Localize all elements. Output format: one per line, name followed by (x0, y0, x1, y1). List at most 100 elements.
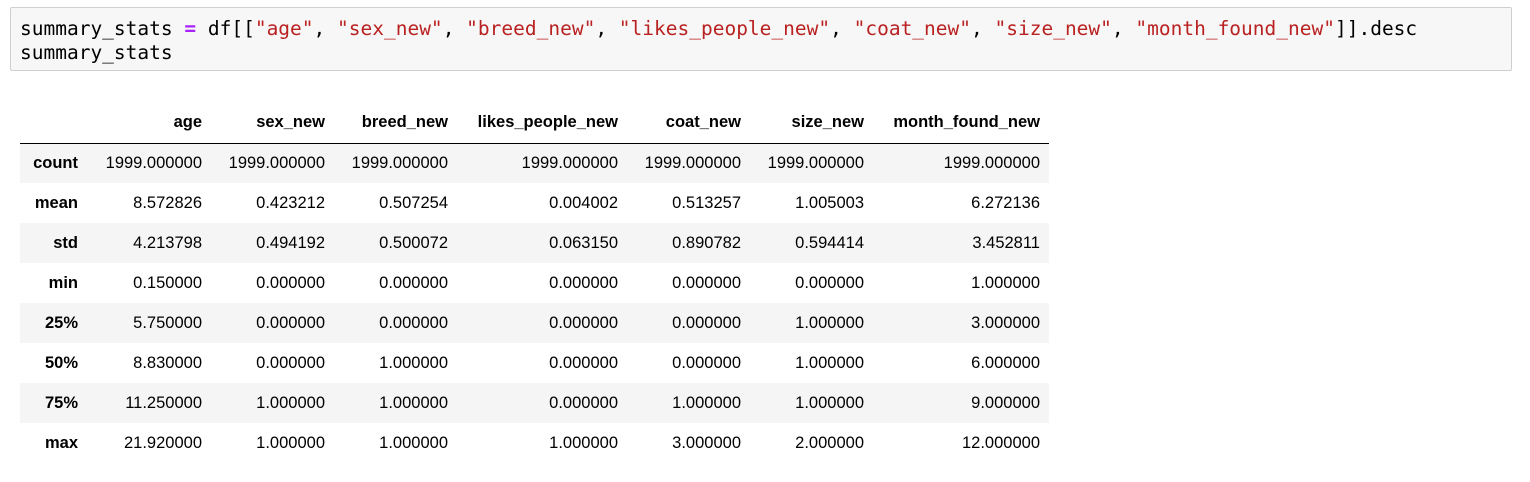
code-separator: , (595, 17, 619, 40)
table-cell: 0.000000 (549, 353, 618, 372)
table-header-row: age sex_new breed_new likes_people_new c… (20, 103, 1049, 144)
table-row: min 0.150000 0.000000 0.000000 0.000000 … (20, 263, 1049, 303)
table-cell: 3.000000 (672, 433, 741, 452)
row-label: 50% (44, 353, 78, 372)
table-cell: 6.000000 (971, 353, 1040, 372)
table-cell: 1.000000 (795, 393, 864, 412)
table-cell: 1.000000 (795, 313, 864, 332)
code-separator: , (442, 17, 467, 40)
code-call-suffix: ]].desc (1334, 17, 1418, 40)
table-row: 50% 8.830000 0.000000 1.000000 0.000000 … (20, 343, 1049, 383)
table-cell: 1.005003 (795, 193, 864, 212)
table-cell: 9.000000 (971, 393, 1040, 412)
table-cell: 0.000000 (549, 273, 618, 292)
table-cell: 1.000000 (549, 433, 618, 452)
code-line-1: summary_stats = df[["age", "sex_new", "b… (20, 17, 1417, 41)
table-cell: 0.063150 (549, 233, 618, 252)
code-separator: , (1111, 17, 1136, 40)
table-cell: 0.507254 (379, 193, 448, 212)
code-call-prefix: df[[ (196, 17, 255, 40)
table-row: mean 8.572826 0.423212 0.507254 0.004002… (20, 183, 1049, 223)
table-cell: 2.000000 (795, 433, 864, 452)
column-header: age (87, 103, 211, 144)
table-cell: 1999.000000 (521, 153, 618, 172)
row-label: mean (34, 193, 78, 212)
column-header: breed_new (334, 103, 457, 144)
table-cell: 8.572826 (133, 193, 202, 212)
table-cell: 0.000000 (795, 273, 864, 292)
table-cell: 8.830000 (133, 353, 202, 372)
table-cell: 0.594414 (795, 233, 864, 252)
code-line-2: summary_stats (20, 41, 173, 64)
code-string-month-found-new: "month_found_new" (1135, 17, 1335, 40)
table-cell: 0.423212 (256, 193, 325, 212)
table-cell: 6.272136 (971, 193, 1040, 212)
table-row: count 1999.000000 1999.000000 1999.00000… (20, 143, 1049, 183)
code-string-age: "age" (254, 17, 314, 40)
table-row: std 4.213798 0.494192 0.500072 0.063150 … (20, 223, 1049, 263)
column-header: month_found_new (873, 103, 1049, 144)
table-cell: 1.000000 (379, 353, 448, 372)
dataframe-table: age sex_new breed_new likes_people_new c… (20, 103, 1049, 463)
row-label: count (33, 153, 78, 172)
table-cell: 0.890782 (672, 233, 741, 252)
table-cell: 11.250000 (125, 393, 202, 412)
table-cell: 1999.000000 (351, 153, 448, 172)
table-cell: 0.513257 (672, 193, 741, 212)
code-input-cell[interactable]: summary_stats = df[["age", "sex_new", "b… (10, 7, 1512, 71)
table-cell: 1.000000 (379, 393, 448, 412)
table-cell: 1.000000 (379, 433, 448, 452)
table-cell: 0.000000 (256, 353, 325, 372)
table-row: max 21.920000 1.000000 1.000000 1.000000… (20, 423, 1049, 463)
table-row: 25% 5.750000 0.000000 0.000000 0.000000 … (20, 303, 1049, 343)
table-cell: 1999.000000 (644, 153, 741, 172)
column-header: sex_new (211, 103, 334, 144)
table-cell: 1.000000 (971, 273, 1040, 292)
code-separator: , (830, 17, 854, 40)
index-header (20, 103, 87, 144)
table-cell: 1999.000000 (105, 153, 202, 172)
code-separator: , (313, 17, 338, 40)
code-editor[interactable]: summary_stats = df[["age", "sex_new", "b… (20, 17, 1417, 65)
table-cell: 0.000000 (256, 273, 325, 292)
table-cell: 0.000000 (549, 313, 618, 332)
table-cell: 0.000000 (549, 393, 618, 412)
table-cell: 1999.000000 (767, 153, 864, 172)
table-cell: 1999.000000 (943, 153, 1040, 172)
table-cell: 0.000000 (256, 313, 325, 332)
table-cell: 1.000000 (256, 433, 325, 452)
code-string-coat-new: "coat_new" (853, 17, 972, 40)
table-cell: 0.000000 (379, 273, 448, 292)
code-string-likes-people-new: "likes_people_new" (618, 17, 831, 40)
table-cell: 1999.000000 (228, 153, 325, 172)
table-cell: 1.000000 (256, 393, 325, 412)
table-cell: 0.500072 (379, 233, 448, 252)
row-label: max (44, 433, 78, 452)
code-string-sex-new: "sex_new" (337, 17, 443, 40)
table-cell: 0.000000 (672, 313, 741, 332)
table-cell: 0.494192 (256, 233, 325, 252)
row-label: std (53, 233, 78, 252)
table-cell: 3.000000 (971, 313, 1040, 332)
table-cell: 21.920000 (124, 433, 202, 452)
table-cell: 0.000000 (672, 273, 741, 292)
row-label: min (48, 273, 78, 292)
table-cell: 0.004002 (549, 193, 618, 212)
code-string-breed-new: "breed_new" (466, 17, 596, 40)
table-cell: 3.452811 (972, 233, 1040, 252)
table-cell: 0.000000 (672, 353, 741, 372)
code-operator: = (184, 17, 197, 40)
table-cell: 0.150000 (133, 273, 202, 292)
table-cell: 1.000000 (795, 353, 864, 372)
table-cell: 12.000000 (962, 433, 1040, 452)
table-cell: 5.750000 (133, 313, 202, 332)
output-area: age sex_new breed_new likes_people_new c… (20, 103, 1049, 463)
table-cell: 4.213798 (133, 233, 202, 252)
column-header: size_new (750, 103, 873, 144)
table-cell: 0.000000 (379, 313, 448, 332)
column-header: coat_new (627, 103, 750, 144)
table-cell: 1.000000 (672, 393, 741, 412)
code-separator: , (971, 17, 995, 40)
code-variable: summary_stats (20, 17, 185, 40)
code-string-size-new: "size_new" (994, 17, 1112, 40)
